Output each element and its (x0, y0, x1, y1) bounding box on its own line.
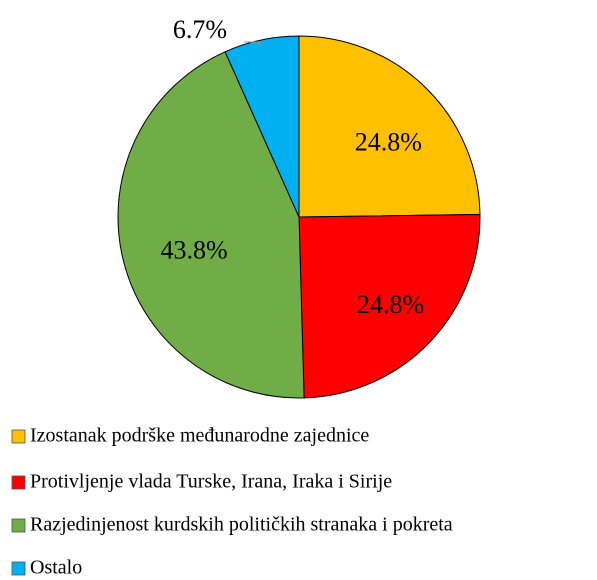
legend-swatch (11, 518, 26, 533)
data-label: 6.7% (173, 15, 227, 44)
data-label: 43.8% (160, 236, 227, 265)
legend-label: Izostanak podrške međunarodne zajednice (30, 425, 369, 447)
pie-slice (298, 213, 481, 399)
legend-swatch (11, 475, 26, 490)
legend-swatch (11, 429, 26, 444)
legend-swatch (11, 561, 26, 576)
legend-label: Ostalo (30, 557, 82, 579)
pie-slice (117, 51, 305, 399)
leader-line (244, 41, 262, 46)
data-label: 24.8% (355, 127, 422, 156)
legend-label: Protivljenje vlada Turske, Irana, Iraka … (30, 471, 392, 493)
legend-label: Razjedinjenost kurdskih političkih stran… (30, 514, 453, 536)
pie-slice (298, 35, 481, 218)
data-label: 24.8% (357, 290, 424, 319)
pie-slice (224, 35, 300, 218)
